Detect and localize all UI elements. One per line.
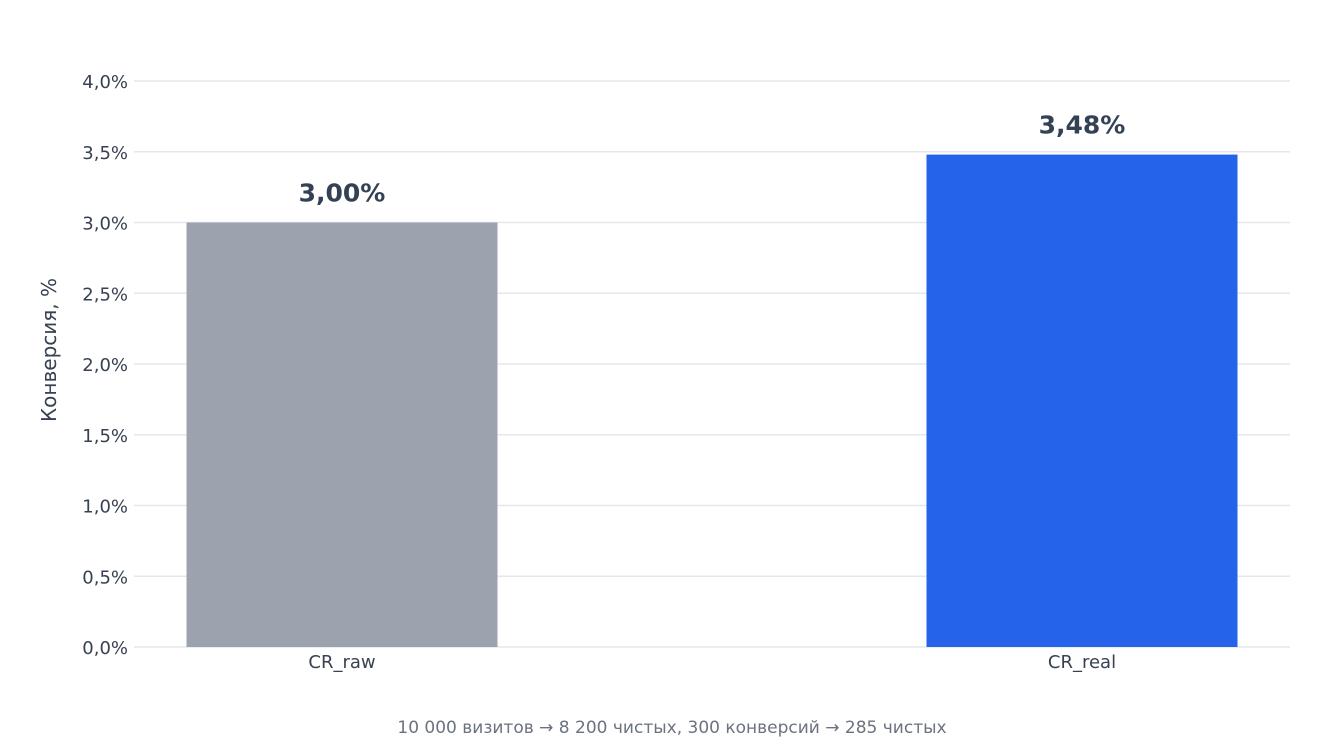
bar-cr-real [926, 154, 1238, 647]
bars [186, 154, 1238, 647]
y-tick-label: 1,0% [82, 497, 128, 518]
value-labels: 3,00% 3,48% [299, 111, 1126, 208]
y-tick-label: 0,0% [82, 638, 128, 659]
y-tick-label: 0,5% [82, 567, 128, 588]
y-tick-label: 1,5% [82, 426, 128, 447]
x-category-label: CR_raw [308, 652, 375, 673]
y-tick-label: 2,0% [82, 355, 128, 376]
y-axis-ticks: 0,0% 0,5% 1,0% 1,5% 2,0% 2,5% 3,0% 3,5% 4,0% [82, 72, 128, 659]
y-tick-label: 4,0% [82, 72, 128, 93]
bar-value-label: 3,00% [299, 179, 386, 208]
bar-value-label: 3,48% [1039, 111, 1126, 140]
x-axis-categories: CR_raw CR_real [308, 652, 1116, 673]
y-tick-label: 3,5% [82, 143, 128, 164]
bar-cr-raw [186, 222, 498, 647]
y-tick-label: 3,0% [82, 214, 128, 235]
x-category-label: CR_real [1048, 652, 1116, 673]
y-axis-title: Конверсия, % [37, 278, 61, 422]
y-tick-label: 2,5% [82, 284, 128, 305]
footnote: 10 000 визитов → 8 200 чистых, 300 конве… [397, 718, 946, 738]
